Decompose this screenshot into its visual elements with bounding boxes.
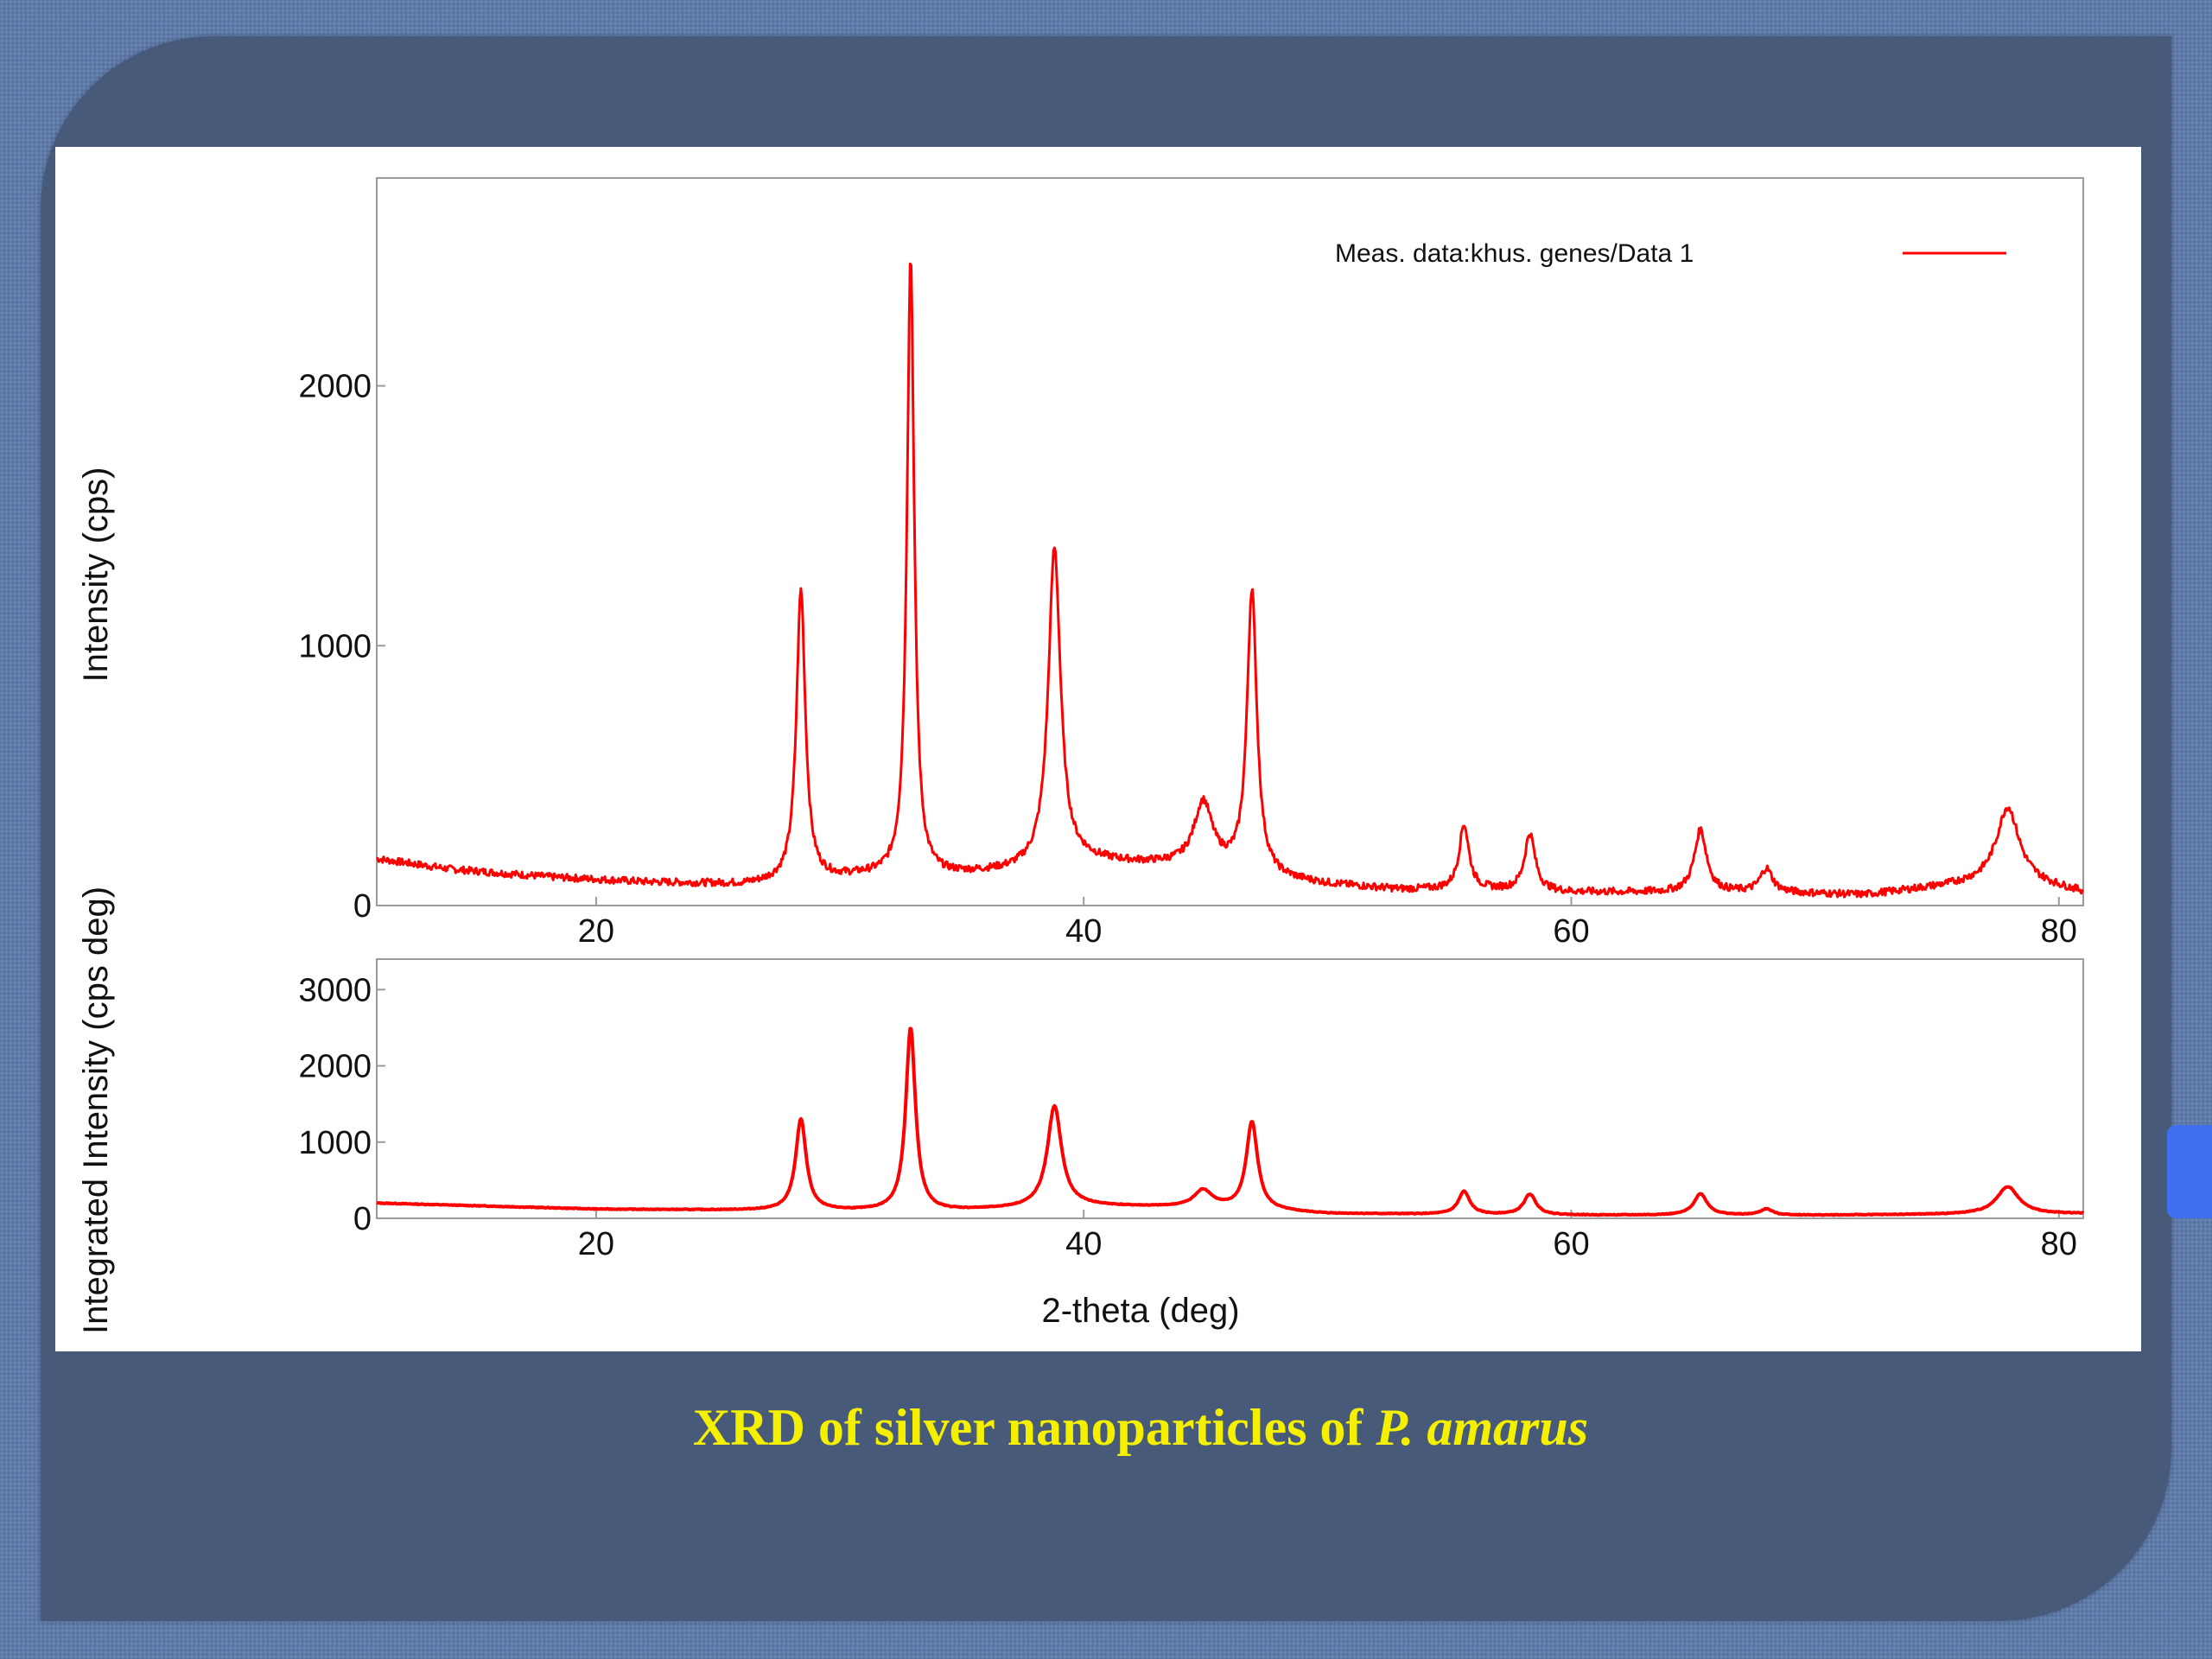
- bottom-y-tick-label: 3000: [298, 972, 372, 1008]
- top-y-tick-label: 0: [353, 888, 372, 925]
- bottom-y-tick-label: 0: [353, 1201, 372, 1237]
- slide-accent-tab: [2167, 1125, 2212, 1218]
- top-y-tick-label: 1000: [298, 628, 372, 664]
- top-y-tick-label: 2000: [298, 369, 372, 405]
- xrd-figure: Intensity (cps) Integrated Intensity (cp…: [55, 147, 2141, 1351]
- bottom-x-tick-label: 60: [1553, 1226, 1589, 1262]
- top-axis-ticks: 20 40 60 80 0 1000 2000: [298, 369, 2076, 950]
- bottom-x-tick-label: 40: [1065, 1226, 1102, 1262]
- caption-main-text: XRD of silver nanoparticles of: [692, 1399, 1376, 1456]
- bottom-x-tick-label: 20: [578, 1226, 614, 1262]
- legend-label: Meas. data:khus. genes/Data 1: [1335, 239, 1694, 268]
- top-x-tick-label: 80: [2041, 913, 2077, 950]
- bottom-x-tick-label: 80: [2041, 1226, 2077, 1262]
- bottom-series-line: [376, 1027, 2085, 1217]
- caption-species-name: P. amarus: [1376, 1399, 1589, 1456]
- bottom-axis-ticks: 20 40 60 80 0 1000 2000 3000: [298, 972, 2076, 1262]
- bottom-y-tick-label: 2000: [298, 1049, 372, 1085]
- top-x-tick-label: 40: [1065, 913, 1102, 950]
- x-axis-title: 2-theta (deg): [1041, 1292, 1239, 1330]
- slide-caption: XRD of silver nanoparticles of P. amarus: [0, 1398, 2212, 1458]
- top-plot-frame: [376, 177, 2084, 906]
- top-y-axis-title: Intensity (cps): [77, 467, 115, 683]
- xrd-chart-svg: Intensity (cps) Integrated Intensity (cp…: [77, 177, 2085, 1334]
- bottom-plot-frame: [376, 958, 2084, 1219]
- top-series-line: [376, 262, 2084, 899]
- top-x-tick-label: 20: [578, 913, 614, 950]
- bottom-y-tick-label: 1000: [298, 1125, 372, 1161]
- bottom-y-axis-title: Integrated Intensity (cps deg): [77, 887, 115, 1334]
- top-x-tick-label: 60: [1553, 913, 1589, 950]
